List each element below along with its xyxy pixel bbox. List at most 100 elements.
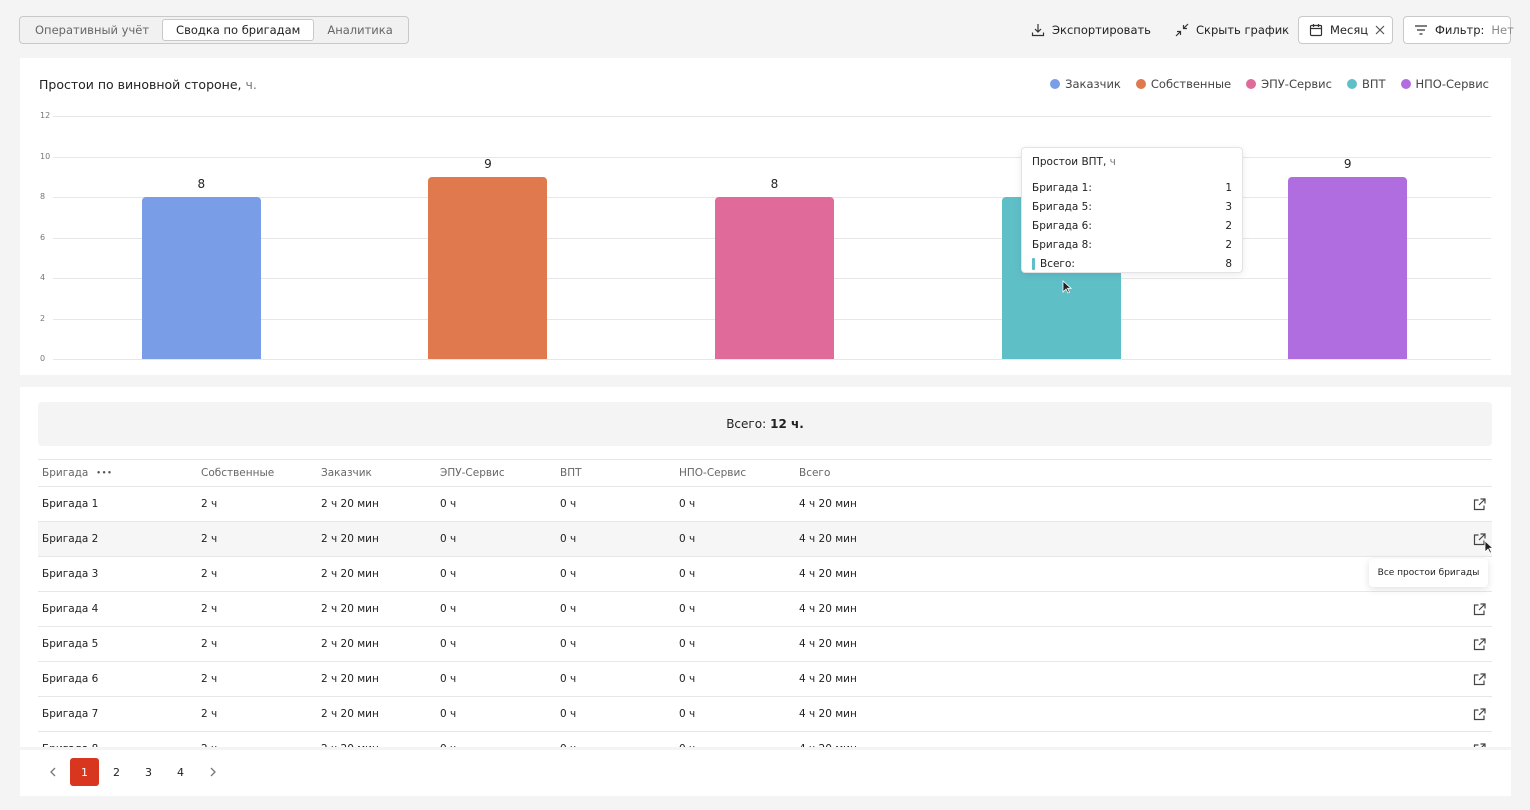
open-external-icon[interactable] [1473,627,1486,661]
legend-label: Собственные [1150,77,1232,91]
table-row[interactable]: Бригада 1 2 ч 2 ч 20 мин 0 ч 0 ч 0 ч 4 ч 20 ми… [38,487,1492,522]
table-cell: 2 ч 20 мин [321,603,379,615]
column-header-label: Собственные [201,467,275,479]
legend-label: ВПТ [1361,77,1386,91]
legend-item[interactable]: Заказчик [1050,77,1121,91]
legend-item[interactable]: ВПТ [1346,77,1386,91]
mouse-cursor-icon [1062,280,1072,294]
column-header-label: Всего [799,467,831,479]
open-external-icon[interactable] [1473,522,1486,556]
table-cell: 2 ч 20 мин [321,568,379,580]
tooltip-row-label: Бригада 1: [1032,181,1092,194]
table-cell: 0 ч [560,603,577,615]
legend-item[interactable]: НПО-Сервис [1400,77,1489,91]
next-page-button[interactable] [198,758,227,786]
table-cell: 2 ч [201,673,218,685]
table-cell: 0 ч [440,533,457,545]
export-button[interactable]: Экспортировать [1030,16,1151,44]
prev-page-button[interactable] [38,758,67,786]
period-select[interactable]: Месяц [1298,16,1393,44]
table-cell: Бригада 1 [42,498,99,510]
open-external-icon[interactable] [1473,732,1486,747]
column-header[interactable]: ВПТ [560,460,582,486]
table-cell: 2 ч [201,603,218,615]
table-row[interactable]: Бригада 5 2 ч 2 ч 20 мин 0 ч 0 ч 0 ч 4 ч 20 ми… [38,627,1492,662]
table-row[interactable]: Бригада 2 2 ч 2 ч 20 мин 0 ч 0 ч 0 ч 4 ч 20 ми… [38,522,1492,557]
tooltip-row-label: Бригада 6: [1032,219,1092,232]
open-external-icon[interactable] [1473,697,1486,731]
column-header[interactable]: ЭПУ-Сервис [440,460,505,486]
tab-operational[interactable]: Оперативный учёт [35,23,150,37]
chart-panel: Простои по виновной стороне, ч. Заказчик… [20,58,1511,375]
table-cell: Бригада 2 [42,533,99,545]
grid-line [53,359,1491,360]
tab-brigade-summary[interactable]: Сводка по бригадам [162,19,315,41]
y-tick-label: 6 [40,232,46,242]
table-cell: Бригада 6 [42,673,99,685]
filter-button[interactable]: Фильтр: Нет [1403,16,1514,44]
legend-item[interactable]: Собственные [1135,77,1232,91]
summary-value: 12 ч. [770,417,804,431]
table-row[interactable]: Бригада 8 2 ч 2 ч 20 мин 0 ч 0 ч 0 ч 4 ч 20 ми… [38,732,1492,747]
table-row[interactable]: Бригада 3 2 ч 2 ч 20 мин 0 ч 0 ч 0 ч 4 ч 20 ми… [38,557,1492,592]
page-button[interactable]: 2 [113,765,120,779]
table-cell: Бригада 8 [42,732,98,747]
table-cell: 2 ч [201,498,218,510]
y-tick-label: 0 [40,354,46,363]
column-header-label: Заказчик [321,467,372,479]
bar-Заказчик[interactable] [141,197,261,359]
column-header[interactable]: Заказчик [321,460,372,486]
table-cell: 2 ч [201,638,218,650]
table-row[interactable]: Бригада 4 2 ч 2 ч 20 мин 0 ч 0 ч 0 ч 4 ч 20 ми… [38,592,1492,627]
column-header[interactable]: НПО-Сервис [679,460,746,486]
table-row[interactable]: Бригада 7 2 ч 2 ч 20 мин 0 ч 0 ч 0 ч 4 ч 20 ми… [38,697,1492,732]
column-header[interactable]: Всего [799,460,830,486]
table-cell: 0 ч [440,638,457,650]
tooltip-row-label: Бригада 5: [1032,200,1092,213]
column-header-label: ЭПУ-Сервис [440,467,505,479]
table-cell: 0 ч [560,533,577,545]
open-external-icon[interactable] [1473,592,1486,626]
open-external-icon[interactable] [1473,662,1486,696]
tab-analytics[interactable]: Аналитика [327,23,393,37]
table-cell: 0 ч [679,638,696,650]
legend-item[interactable]: ЭПУ-Сервис [1246,77,1332,91]
page-button[interactable]: 1 [70,758,99,786]
y-tick-label: 10 [40,151,51,161]
table-cell: 2 ч 20 мин [321,638,379,650]
table-cell: 4 ч 20 мин [799,533,857,545]
page-button[interactable]: 4 [177,765,184,779]
close-icon[interactable] [1375,23,1385,38]
table-cell: 2 ч 20 мин [321,673,379,685]
table-cell: Бригада 5 [42,638,99,650]
summary-label: Всего: [726,417,767,431]
table-cell: 2 ч 20 мин [321,708,379,720]
table-cell: 0 ч [440,708,457,720]
more-icon[interactable]: ••• [96,469,113,477]
page-button[interactable]: 3 [145,765,152,779]
chart-title-text: Простои по виновной стороне, [39,77,242,92]
legend-label: ЭПУ-Сервис [1261,77,1332,91]
hide-chart-button[interactable]: Скрыть график [1174,16,1289,44]
table-panel: Всего: 12 ч. Бригада ••• Собственные Заказч… [20,387,1511,747]
export-label: Экспортировать [1052,23,1151,37]
y-tick-label: 4 [40,273,46,282]
tooltip-row-value: 1 [1225,181,1232,194]
bar-Собственные[interactable] [428,176,548,359]
view-tabs: Оперативный учёт Сводка по бригадам Анал… [19,16,409,44]
table-row[interactable]: Бригада 6 2 ч 2 ч 20 мин 0 ч 0 ч 0 ч 4 ч 20 ми… [38,662,1492,697]
open-external-icon[interactable] [1473,487,1486,521]
chart-legend: Заказчик Собственные ЭПУ-Сервис ВПТ НПО-Серв… [1050,77,1489,91]
legend-dot [1246,79,1257,89]
legend-label: Заказчик [1065,77,1121,91]
column-header[interactable]: Собственные [201,460,274,486]
row-action-tooltip: Все простои бригады [1369,559,1488,587]
bar-НПО-Сервис[interactable] [1288,176,1408,359]
chart-title: Простои по виновной стороне, ч. [39,77,257,92]
bar-ЭПУ-Сервис[interactable] [715,197,834,359]
legend-dot [1050,79,1061,89]
legend-dot [1346,79,1357,89]
table-cell: 2 ч [201,533,218,545]
table-cell: Бригада 7 [42,708,99,720]
tooltip-total-row: Всего: 8 [1032,254,1232,273]
